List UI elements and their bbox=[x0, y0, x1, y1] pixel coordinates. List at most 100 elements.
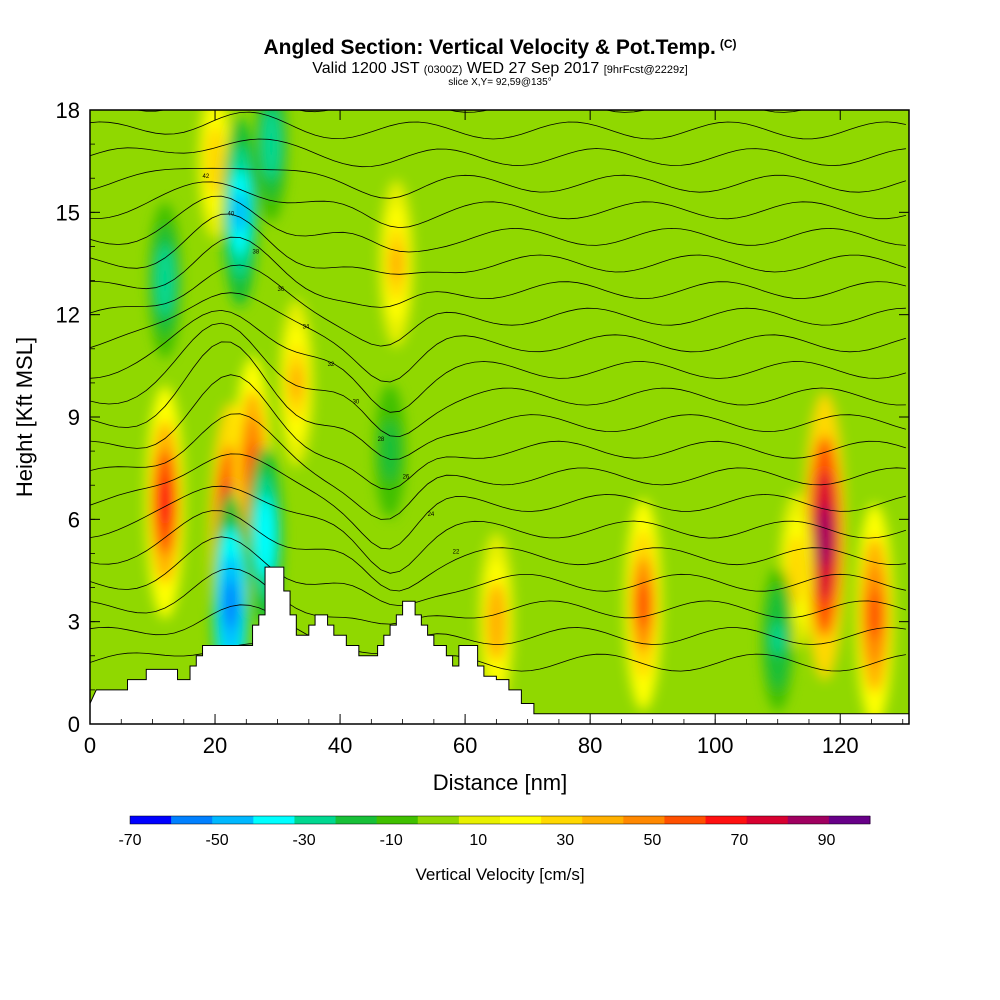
colorbar-swatch bbox=[212, 816, 254, 824]
colorbar-swatch bbox=[376, 816, 419, 824]
colorbar-swatch bbox=[746, 816, 789, 824]
subtitle-forecast: [9hrFcst@2229z] bbox=[603, 64, 688, 76]
isentrope-line bbox=[90, 322, 906, 438]
y-tick-label: 3 bbox=[68, 610, 80, 635]
velocity-cell bbox=[389, 245, 404, 282]
velocity-cell bbox=[264, 126, 279, 162]
x-tick-label: 40 bbox=[328, 733, 352, 758]
isentrope-line bbox=[90, 292, 907, 383]
isentrope-line bbox=[90, 167, 907, 199]
isentrope-line bbox=[90, 374, 907, 490]
velocity-cell bbox=[208, 144, 222, 179]
velocity-cell bbox=[636, 581, 651, 628]
velocity-cell bbox=[816, 504, 833, 569]
colorbar-swatch bbox=[500, 816, 542, 824]
colorbar-frame bbox=[129, 815, 871, 825]
colorbar-swatch bbox=[417, 816, 460, 824]
colorbar-swatch bbox=[664, 816, 707, 824]
y-tick-label: 0 bbox=[68, 712, 80, 737]
colorbar-tick-label: 90 bbox=[818, 832, 836, 849]
isentrope-line bbox=[90, 453, 906, 550]
isentrope-line bbox=[90, 264, 906, 347]
colorbar-swatch bbox=[828, 816, 871, 824]
chart-subtitle: Valid 1200 JST (0300Z) WED 27 Sep 2017 [… bbox=[312, 60, 688, 77]
x-axis-label: Distance [nm] bbox=[433, 770, 568, 795]
colorbar-swatch bbox=[623, 816, 665, 824]
isentrope-line bbox=[90, 413, 906, 520]
y-tick-label: 12 bbox=[56, 303, 80, 328]
isentrope-label: 34 bbox=[303, 324, 310, 330]
terrain bbox=[90, 566, 909, 724]
isentrope-label: 30 bbox=[353, 399, 360, 405]
isentrope-label: 40 bbox=[228, 212, 235, 218]
colorbar-swatch bbox=[171, 816, 213, 824]
colorbar-tick-label: -50 bbox=[205, 832, 228, 849]
isentrope-label: 32 bbox=[328, 362, 335, 368]
velocity-cell bbox=[771, 622, 785, 655]
velocity-field bbox=[145, 110, 894, 724]
isentrope-line bbox=[90, 138, 906, 168]
isentrope-label: 36 bbox=[278, 287, 285, 293]
x-tick-label: 60 bbox=[453, 733, 477, 758]
colorbar-swatch bbox=[541, 816, 583, 824]
colorbar: -70 -50 -30 -10 10 30 50 70 90 bbox=[118, 815, 871, 849]
isentrope-line bbox=[90, 485, 907, 574]
x-tick-label: 80 bbox=[578, 733, 602, 758]
velocity-cell bbox=[233, 191, 248, 234]
isentrope-line bbox=[90, 341, 907, 460]
isentrope-line bbox=[90, 568, 907, 625]
velocity-cell bbox=[157, 476, 173, 528]
subtitle-utc: (0300Z) bbox=[423, 64, 463, 76]
colorbar-swatch bbox=[582, 816, 624, 824]
isentrope-label: 24 bbox=[428, 512, 435, 518]
colorbar-tick-label: -10 bbox=[380, 832, 403, 849]
colorbar-swatch bbox=[130, 816, 172, 824]
isentrope-line bbox=[90, 510, 906, 592]
colorbar-tick-label: -30 bbox=[293, 832, 316, 849]
isentrope-label: 26 bbox=[403, 474, 410, 480]
velocity-cell bbox=[789, 553, 804, 588]
y-tick-label: 6 bbox=[68, 507, 80, 532]
isentrope-label: 22 bbox=[453, 549, 460, 555]
colorbar-label: Vertical Velocity [cm/s] bbox=[415, 865, 584, 884]
colorbar-tick-label: 70 bbox=[731, 832, 749, 849]
isentrope-label: 42 bbox=[203, 174, 210, 180]
colorbar-tick-label: 50 bbox=[643, 832, 661, 849]
subtitle-date: WED 27 Sep 2017 bbox=[466, 60, 600, 77]
colorbar-swatch bbox=[253, 816, 295, 824]
colorbar-tick-label: -70 bbox=[118, 832, 141, 849]
isentrope-line bbox=[90, 536, 906, 607]
isentrope-line bbox=[90, 236, 906, 308]
isentrope-line bbox=[90, 195, 906, 253]
colorbar-swatch bbox=[335, 816, 378, 824]
velocity-cell bbox=[223, 580, 238, 630]
chart-title-unit: (C) bbox=[719, 37, 737, 51]
isentrope-label: 38 bbox=[253, 249, 260, 255]
velocity-cell bbox=[289, 364, 304, 402]
velocity-cell bbox=[489, 602, 504, 642]
x-tick-label: 0 bbox=[84, 733, 96, 758]
isentrope-line bbox=[90, 213, 907, 275]
isentrope-label: 28 bbox=[378, 437, 385, 443]
x-tick-label: 20 bbox=[203, 733, 227, 758]
colorbar-tick-label: 10 bbox=[469, 832, 487, 849]
y-tick-label: 15 bbox=[56, 200, 80, 225]
colorbar-tick-label: 30 bbox=[556, 832, 574, 849]
colorbar-swatch bbox=[458, 816, 501, 824]
slice-info: slice X,Y= 92,59@135° bbox=[448, 77, 552, 88]
isentrope-line bbox=[90, 309, 907, 413]
x-tick-label: 100 bbox=[697, 733, 734, 758]
isentrope-line bbox=[135, 110, 804, 113]
y-axis-label: Height [Kft MSL] bbox=[12, 337, 37, 497]
chart-title: Angled Section: Vertical Velocity & Pot.… bbox=[263, 36, 737, 59]
y-tick-label: 9 bbox=[68, 405, 80, 430]
velocity-cell bbox=[867, 590, 882, 640]
isentrope-line bbox=[90, 181, 906, 229]
velocity-cell bbox=[158, 263, 172, 298]
colorbar-swatch bbox=[787, 816, 830, 824]
y-tick-label: 18 bbox=[56, 98, 80, 123]
x-tick-label: 120 bbox=[822, 733, 859, 758]
colorbar-swatch bbox=[705, 816, 748, 824]
